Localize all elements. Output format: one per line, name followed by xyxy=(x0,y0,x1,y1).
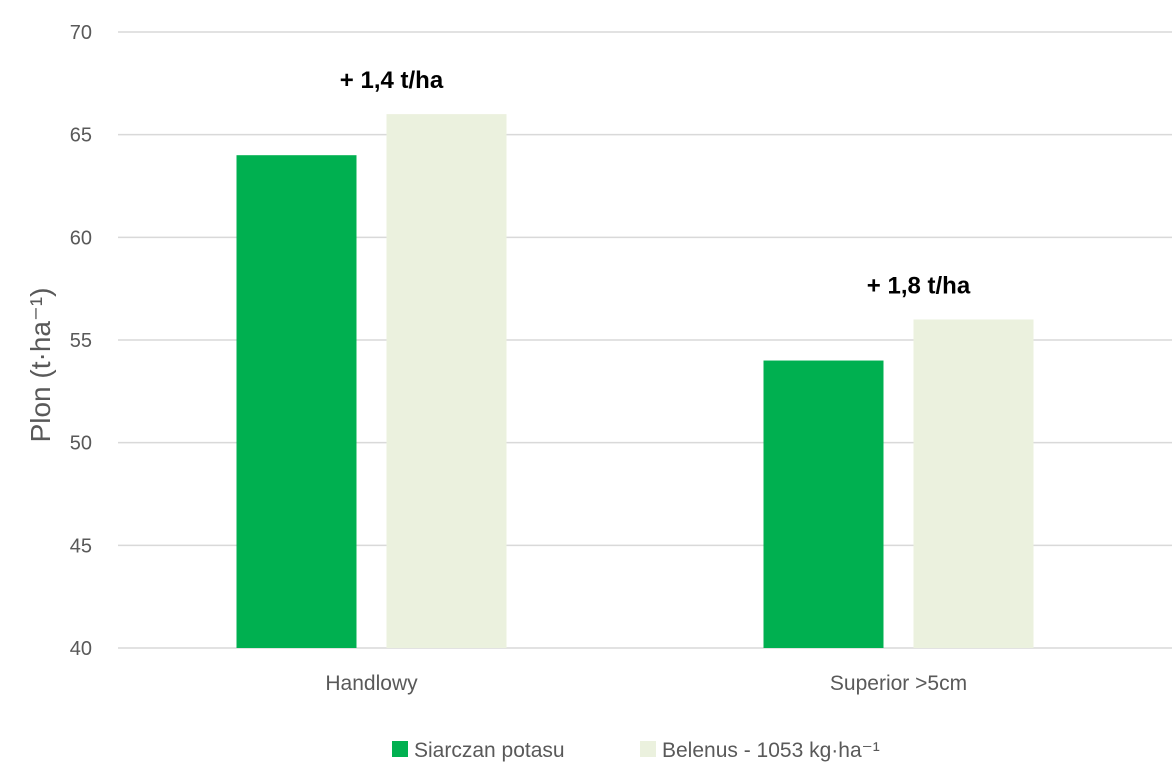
bar-siarczan xyxy=(236,155,357,648)
bar-belenus xyxy=(386,114,507,649)
y-tick-label: 55 xyxy=(70,330,92,352)
y-tick-label: 60 xyxy=(70,227,92,249)
legend: Siarczan potasu Belenus - 1053 kg·ha⁻¹ xyxy=(392,739,880,762)
category-label: Handlowy xyxy=(325,672,418,695)
category-label: Superior >5cm xyxy=(830,672,967,695)
y-tick-label: 40 xyxy=(70,638,92,660)
y-axis-ticks: 40 45 50 55 60 65 70 xyxy=(70,22,92,660)
y-tick-label: 50 xyxy=(70,433,92,455)
y-axis-label: Plon (t·ha⁻¹) xyxy=(25,288,56,443)
legend-label: Siarczan potasu xyxy=(414,739,565,762)
bar-belenus xyxy=(913,319,1034,648)
y-tick-label: 70 xyxy=(70,22,92,44)
legend-swatch xyxy=(640,741,656,757)
x-axis-categories: Handlowy Superior >5cm xyxy=(325,672,967,695)
annotations: + 1,4 t/ha + 1,8 t/ha xyxy=(340,67,971,299)
difference-annotation: + 1,4 t/ha xyxy=(340,67,444,94)
bars xyxy=(236,114,1034,649)
difference-annotation: + 1,8 t/ha xyxy=(867,272,971,299)
y-tick-label: 45 xyxy=(70,535,92,557)
legend-swatch xyxy=(392,741,408,757)
bar-siarczan xyxy=(763,360,884,648)
y-tick-label: 65 xyxy=(70,125,92,147)
legend-label: Belenus - 1053 kg·ha⁻¹ xyxy=(662,739,880,762)
